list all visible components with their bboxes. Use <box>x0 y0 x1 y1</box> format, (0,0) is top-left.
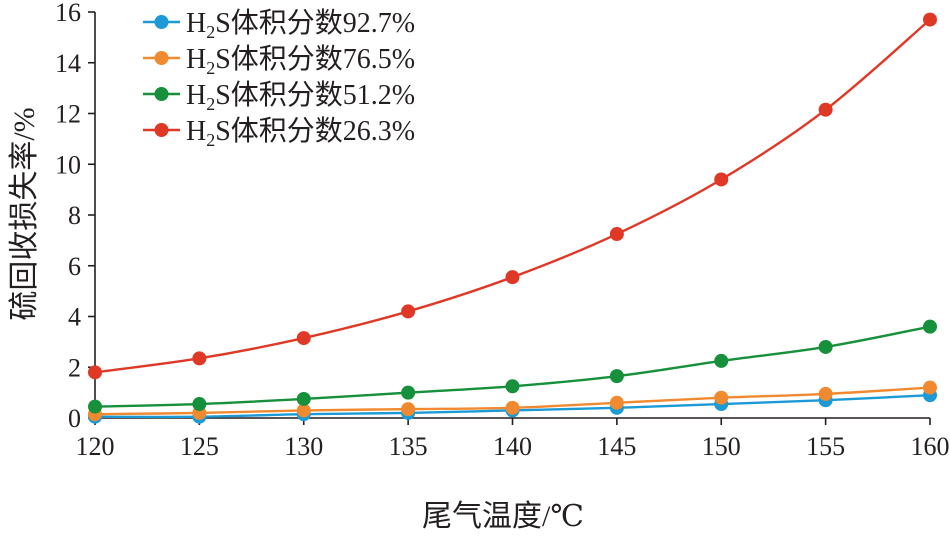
data-point <box>88 399 102 414</box>
y-tick-label: 16 <box>55 0 81 27</box>
legend-label-subscript: 2 <box>206 22 215 42</box>
data-point <box>505 379 520 394</box>
legend-label-part: H <box>186 8 206 39</box>
data-point <box>609 227 624 242</box>
y-tick-label: 0 <box>68 404 81 433</box>
tick-labels: 0 2 4 6 8 10 12 14 16 120 125 130 135 140 145 150 155 160 <box>55 0 950 461</box>
data-point <box>401 304 416 319</box>
x-axis-title: 尾气温度/℃ <box>422 500 584 532</box>
x-tick-label: 135 <box>389 432 428 461</box>
data-point <box>296 403 311 418</box>
data-point <box>818 102 833 117</box>
data-point <box>192 397 207 412</box>
y-tick-label: 14 <box>55 49 81 78</box>
data-point <box>818 339 833 354</box>
series-layer <box>88 12 937 424</box>
legend: H2S体积分数92.7%H2S体积分数76.5%H2S体积分数51.2%H2S体… <box>143 7 415 150</box>
x-tick-label: 145 <box>597 432 636 461</box>
data-point <box>923 380 937 395</box>
legend-label-subscript: 2 <box>206 94 215 114</box>
x-tick-label: 140 <box>493 432 532 461</box>
legend-label: H2S体积分数51.2% <box>186 79 415 114</box>
legend-label-part: S体积分数26.3% <box>215 115 415 147</box>
data-point <box>609 369 624 384</box>
x-tick-label: 130 <box>284 432 323 461</box>
y-tick-label: 12 <box>55 100 81 129</box>
data-point <box>923 12 937 27</box>
data-point <box>401 402 416 417</box>
x-tick-label: 120 <box>76 432 115 461</box>
data-point <box>505 400 520 415</box>
legend-label-part: S体积分数76.5% <box>215 43 415 75</box>
legend-label-part: H <box>186 44 206 75</box>
data-point <box>192 351 207 366</box>
legend-item: H2S体积分数76.5% <box>143 43 415 78</box>
y-tick-label: 4 <box>68 303 81 332</box>
legend-marker <box>154 123 169 137</box>
x-tick-label: 155 <box>806 432 845 461</box>
legend-label: H2S体积分数92.7% <box>186 7 415 42</box>
legend-label: H2S体积分数76.5% <box>186 43 415 78</box>
legend-label-part: S体积分数92.7% <box>215 7 415 39</box>
legend-label-part: H <box>186 116 206 147</box>
x-tick-label: 125 <box>180 432 219 461</box>
y-tick-label: 10 <box>55 150 81 179</box>
data-point <box>505 270 520 285</box>
legend-label-part: S体积分数51.2% <box>215 79 415 111</box>
y-axis-title: 硫回收损失率/% <box>8 107 41 320</box>
series-2 <box>88 380 937 422</box>
data-point <box>296 331 311 346</box>
legend-marker <box>154 51 169 65</box>
legend-label-subscript: 2 <box>206 130 215 150</box>
legend-label-part: H <box>186 80 206 111</box>
data-point <box>714 172 729 187</box>
data-point <box>923 319 937 334</box>
y-tick-label: 6 <box>68 252 81 281</box>
series-4 <box>88 12 937 380</box>
legend-label: H2S体积分数26.3% <box>186 115 415 150</box>
data-point <box>401 385 416 400</box>
legend-marker <box>154 15 169 29</box>
data-point <box>714 353 729 368</box>
data-point <box>88 365 102 380</box>
x-tick-label: 150 <box>702 432 741 461</box>
data-point <box>296 391 311 406</box>
y-tick-label: 2 <box>68 353 81 382</box>
legend-item: H2S体积分数51.2% <box>143 79 415 114</box>
data-point <box>714 390 729 405</box>
series-3 <box>88 319 937 414</box>
data-point <box>818 386 833 401</box>
legend-marker <box>154 87 169 101</box>
legend-label-subscript: 2 <box>206 58 215 78</box>
data-point <box>609 395 624 410</box>
x-tick-label: 160 <box>911 432 950 461</box>
y-tick-label: 8 <box>68 201 81 230</box>
legend-item: H2S体积分数26.3% <box>143 115 415 150</box>
legend-item: H2S体积分数92.7% <box>143 7 415 42</box>
